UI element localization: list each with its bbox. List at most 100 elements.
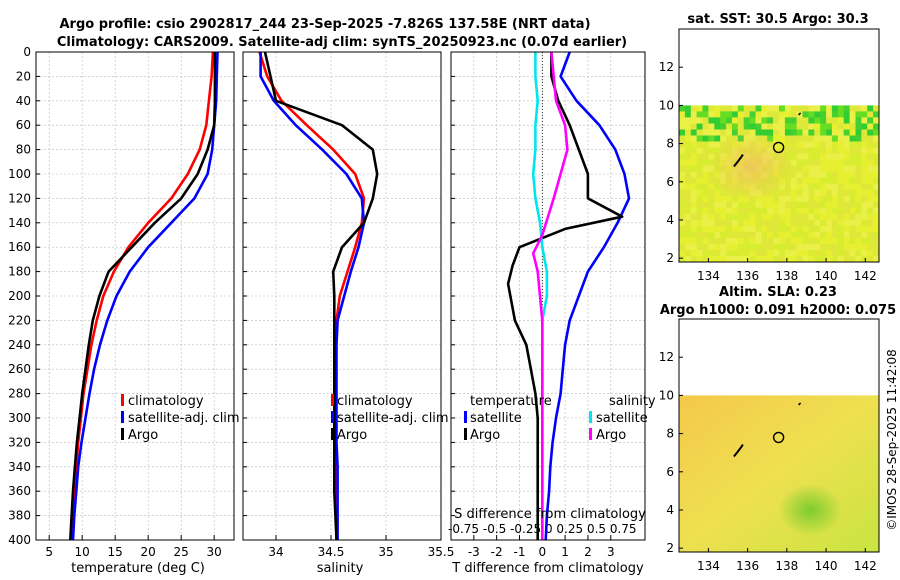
sst-cell (808, 237, 815, 245)
sst-cell (737, 213, 745, 221)
sst-cell (779, 250, 786, 257)
sst-cell (826, 159, 833, 167)
x-tick-label: 0 (538, 545, 546, 559)
sst-cell (761, 243, 768, 251)
legend-label-climatology: climatology (128, 394, 204, 409)
sst-cell (684, 153, 692, 161)
sst-cell (802, 207, 809, 215)
y-tick-label: 4 (666, 503, 674, 517)
sst-cell (873, 225, 880, 233)
sst-cell (743, 250, 751, 257)
sst-cell (873, 123, 880, 130)
sst-cell (679, 189, 686, 197)
sst-cell (826, 243, 833, 251)
sst-cell (796, 231, 803, 239)
sst-cell (684, 219, 692, 227)
sst-cell (808, 105, 815, 112)
y-tick-label: 40 (16, 94, 31, 108)
series-line-satellite-adj-clim (71, 51, 219, 541)
sst-cell (737, 111, 745, 118)
sst-cell (773, 219, 780, 227)
sst-cell (679, 147, 686, 155)
sst-cell (873, 117, 880, 124)
legend-label-argo: Argo (337, 428, 367, 443)
sst-cell (843, 183, 851, 191)
sst-cell (690, 111, 698, 118)
sst-cell (861, 237, 868, 245)
sst-cell (808, 231, 815, 239)
sst-cell (831, 189, 839, 197)
sst-cell (690, 213, 698, 221)
sst-cell (820, 183, 827, 191)
y-tick-label: 10 (659, 98, 674, 112)
sst-cell (796, 256, 803, 263)
sst-cell (873, 135, 880, 142)
sst-cell (861, 141, 868, 148)
sst-cell (808, 177, 815, 185)
sst-cell (867, 195, 874, 203)
sst-cell (826, 201, 833, 209)
sst-cell (726, 195, 733, 203)
sst-cell (708, 111, 715, 118)
sst-cell (749, 123, 756, 130)
sst-cell (831, 207, 839, 215)
sst-cell (861, 225, 868, 233)
sst-cell (873, 153, 880, 161)
sst-cell (790, 135, 798, 142)
sst-cell (861, 165, 868, 173)
sst-cell (855, 213, 862, 221)
sst-cell (720, 123, 727, 130)
sst-cell (720, 237, 727, 245)
y-tick-label: 140 (8, 216, 31, 230)
sst-cell (861, 189, 868, 197)
sst-cell (779, 231, 786, 239)
sst-cell (837, 159, 845, 167)
sst-cell (802, 195, 809, 203)
sst-cell (837, 129, 845, 136)
sst-cell (708, 105, 715, 112)
sst-cell (843, 237, 851, 245)
legend-label-argo: Argo (128, 428, 158, 443)
sst-cell (749, 201, 756, 209)
x-tick-label: 3 (607, 545, 615, 559)
sst-cell (773, 135, 780, 142)
sst-cell (690, 177, 698, 185)
sst-cell (731, 105, 739, 112)
sst-cell (731, 207, 739, 215)
y-tick-label: 120 (8, 191, 31, 205)
sst-cell (690, 195, 698, 203)
sst-cell (867, 237, 874, 245)
sst-cell (731, 117, 739, 124)
argo-position-marker (772, 141, 785, 154)
sst-cell (849, 207, 856, 215)
sst-cell (731, 129, 739, 136)
sst-cell (679, 159, 686, 167)
sst-cell (849, 225, 856, 233)
sst-cell (796, 129, 803, 136)
sst-cell (708, 123, 715, 130)
sst-cell (831, 135, 839, 142)
sst-cell (820, 165, 827, 173)
sst-cell (708, 129, 715, 136)
sst-cell (814, 147, 821, 155)
sst-cell (820, 237, 827, 245)
sst-cell (696, 256, 703, 263)
sst-cell (861, 171, 868, 179)
argo-position-marker (772, 431, 785, 444)
sst-cell (696, 129, 703, 136)
sst-cell (761, 105, 768, 112)
sst-cell (831, 243, 839, 251)
sst-cell (690, 183, 698, 191)
sst-cell (802, 183, 809, 191)
sst-cell (720, 135, 727, 142)
plot-frame (242, 51, 442, 541)
sst-cell (737, 250, 745, 257)
sst-cell (837, 250, 845, 257)
sst-cell (720, 117, 727, 124)
sst-cell (684, 237, 692, 245)
sst-cell (737, 105, 745, 112)
sst-cell (820, 256, 827, 263)
y-tick-label: 200 (8, 289, 31, 303)
sst-cell (855, 165, 862, 173)
sst-cell (696, 153, 703, 161)
